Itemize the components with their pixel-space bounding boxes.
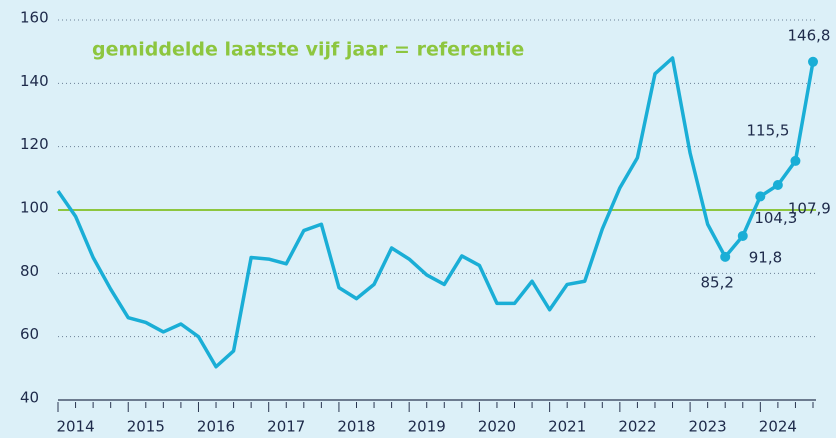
- data-point: [808, 56, 818, 67]
- data-label: 146,8: [788, 26, 831, 44]
- y-tick-label: 120: [20, 135, 49, 153]
- data-point: [720, 251, 731, 262]
- x-tick-label: 2022: [618, 418, 656, 436]
- data-point: [790, 155, 801, 166]
- x-tick-label: 2021: [548, 418, 586, 436]
- y-tick-label: 160: [20, 9, 49, 27]
- data-point: [737, 230, 748, 241]
- x-tick-label: 2023: [689, 418, 727, 436]
- x-tick-label: 2015: [127, 418, 165, 436]
- x-tick-label: 2017: [267, 418, 305, 436]
- y-tick-label: 140: [20, 72, 49, 90]
- x-tick-label: 2024: [759, 418, 797, 436]
- data-point: [755, 191, 766, 202]
- data-point: [772, 179, 783, 190]
- x-tick-label: 2018: [337, 418, 375, 436]
- x-tick-label: 2016: [197, 418, 235, 436]
- data-label: 85,2: [701, 273, 734, 291]
- data-label: 115,5: [746, 121, 789, 139]
- data-line: [56, 56, 815, 369]
- data-label: 107,9: [788, 199, 831, 217]
- x-tick-label: 2020: [478, 418, 516, 436]
- reference-label: gemiddelde laatste vijf jaar = referenti…: [92, 39, 524, 61]
- y-tick-label: 80: [20, 262, 39, 280]
- y-tick-label: 100: [20, 199, 49, 217]
- x-tick-label: 2019: [408, 418, 446, 436]
- y-tick-label: 40: [20, 389, 39, 407]
- data-label: 91,8: [749, 248, 782, 266]
- y-tick-label: 60: [20, 325, 39, 343]
- x-tick-label: 2014: [56, 418, 94, 436]
- data-label: 104,3: [754, 209, 797, 227]
